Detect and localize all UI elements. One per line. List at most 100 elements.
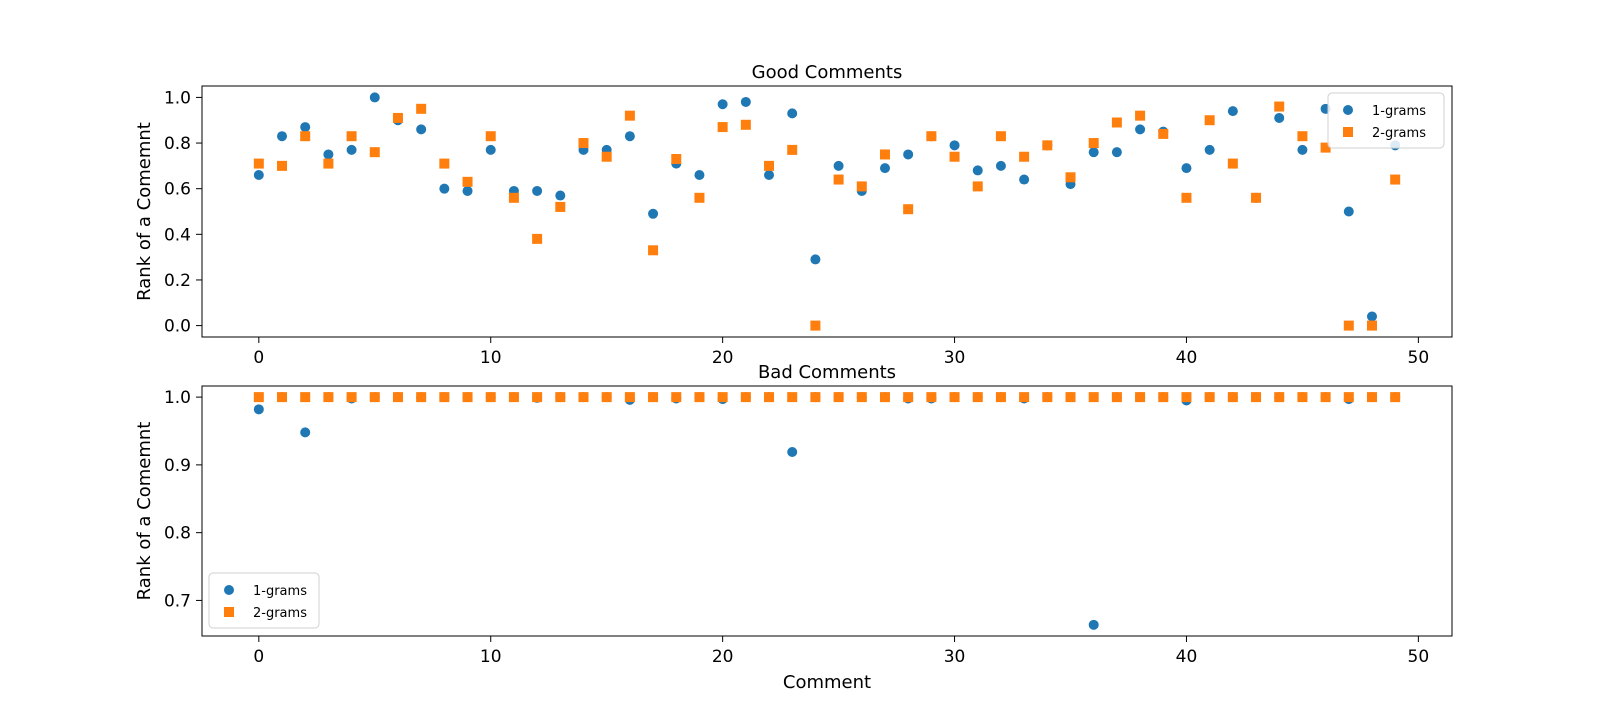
data-point [995, 131, 1006, 142]
data-point [1088, 392, 1099, 403]
data-point [879, 392, 890, 403]
data-point [1065, 392, 1076, 403]
x-tick-label: 20 [712, 647, 734, 667]
data-point [462, 176, 473, 187]
data-point [1135, 392, 1146, 403]
chart-title: Good Comments [752, 62, 903, 83]
data-point [485, 144, 496, 155]
data-point [740, 392, 751, 403]
data-point [532, 392, 543, 403]
data-point [694, 192, 705, 203]
data-point [1181, 192, 1192, 203]
data-point [1181, 392, 1192, 403]
x-tick-label: 40 [1176, 348, 1198, 368]
data-point [995, 392, 1006, 403]
data-point [648, 392, 659, 403]
data-point [346, 392, 357, 403]
data-point [392, 392, 403, 403]
data-point [416, 103, 427, 114]
data-point [1227, 158, 1238, 169]
data-point [369, 392, 380, 403]
data-point [740, 96, 751, 107]
data-point [856, 181, 867, 192]
y-tick-label: 0.7 [164, 591, 191, 611]
data-point [648, 208, 659, 219]
data-point [253, 404, 264, 415]
data-point [1111, 117, 1122, 128]
data-point [1390, 174, 1401, 185]
data-point [694, 169, 705, 180]
data-point [300, 427, 311, 438]
series-1-grams [253, 392, 1401, 630]
data-point [1181, 163, 1192, 174]
y-axis-label: Rank of a Comemnt [134, 122, 155, 301]
data-point [1135, 124, 1146, 135]
data-point [253, 392, 264, 403]
data-point [717, 392, 728, 403]
data-point [903, 204, 914, 215]
data-point [972, 181, 983, 192]
data-point [1088, 619, 1099, 630]
y-tick-label: 0.8 [164, 134, 191, 154]
x-tick-label: 10 [480, 647, 502, 667]
data-point [508, 192, 519, 203]
y-tick-label: 0.4 [164, 225, 191, 245]
data-point [555, 392, 566, 403]
data-point [833, 160, 844, 171]
data-point [1390, 392, 1401, 403]
data-point [1088, 147, 1099, 158]
data-point [439, 158, 450, 169]
y-tick-label: 0.0 [164, 317, 191, 337]
y-tick-label: 0.9 [164, 456, 191, 476]
data-point [995, 160, 1006, 171]
y-tick-label: 0.8 [164, 524, 191, 544]
data-point [764, 160, 775, 171]
data-point [972, 165, 983, 176]
y-tick-label: 0.2 [164, 271, 191, 291]
legend-label: 2-grams [253, 606, 307, 621]
x-tick-label: 20 [712, 348, 734, 368]
data-point [740, 119, 751, 130]
data-point [1019, 151, 1030, 162]
x-tick-label: 0 [253, 348, 264, 368]
legend-label: 1-grams [1372, 104, 1426, 119]
data-point [253, 158, 264, 169]
data-point [671, 154, 682, 165]
data-point [879, 163, 890, 174]
y-tick-label: 0.6 [164, 180, 191, 200]
data-point [624, 110, 635, 121]
data-point [1227, 392, 1238, 403]
data-point [369, 147, 380, 158]
data-point [1274, 392, 1285, 403]
data-point [1343, 392, 1354, 403]
data-point [949, 392, 960, 403]
data-point [810, 392, 821, 403]
data-point [601, 151, 612, 162]
data-point [485, 131, 496, 142]
data-point [369, 92, 380, 103]
data-point [323, 158, 334, 169]
data-point [810, 320, 821, 331]
data-point [787, 108, 798, 119]
data-point [624, 392, 635, 403]
data-point [648, 245, 659, 256]
data-point [1343, 320, 1354, 331]
data-point [810, 254, 821, 265]
data-point [1088, 138, 1099, 149]
data-point [1135, 110, 1146, 121]
data-point [1204, 144, 1215, 155]
data-point [949, 140, 960, 151]
x-tick-label: 40 [1176, 647, 1198, 667]
data-point [856, 392, 867, 403]
data-point [1042, 392, 1053, 403]
data-point [253, 169, 264, 180]
data-point [787, 447, 798, 458]
x-tick-label: 50 [1408, 647, 1430, 667]
x-axis-label: Comment [783, 672, 871, 693]
data-point [1320, 392, 1331, 403]
series-2-grams [253, 392, 1401, 403]
x-tick-label: 10 [480, 348, 502, 368]
x-tick-label: 0 [253, 647, 264, 667]
data-point [578, 138, 589, 149]
data-point [1111, 392, 1122, 403]
